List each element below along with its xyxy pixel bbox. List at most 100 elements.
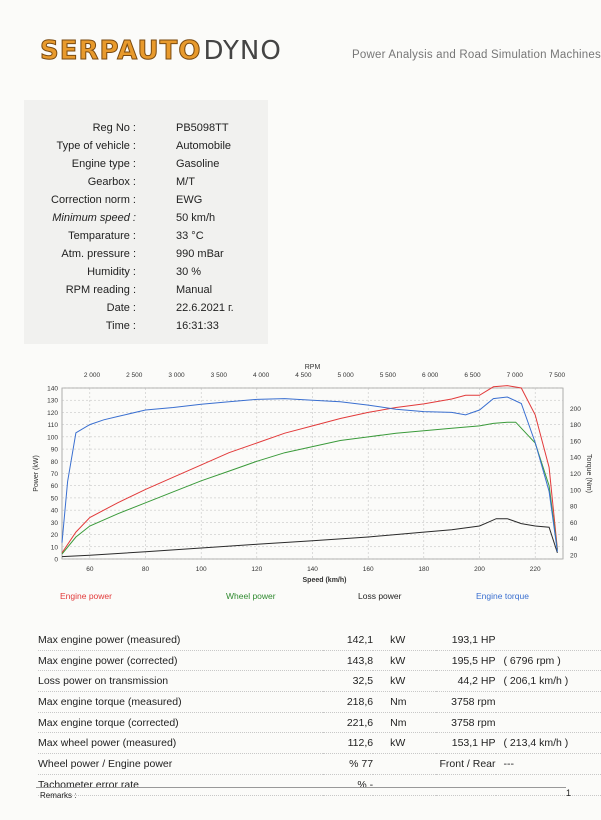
info-label: RPM reading : <box>65 284 136 296</box>
result-value: 142,1 <box>322 630 374 651</box>
series-loss-power-line <box>61 518 558 558</box>
info-label: Time : <box>105 320 136 332</box>
result-name: Loss power on transmission <box>38 670 323 693</box>
result-row: Max engine power (measured) 142,1 kW 193,1 … <box>38 630 601 651</box>
y-tick-left: 30 <box>51 520 59 527</box>
result-hp: 3758 rpm <box>435 712 496 734</box>
y-tick-left: 130 <box>47 398 58 405</box>
info-label: Humidity : <box>87 266 136 278</box>
info-value: 990 mBar <box>176 248 224 260</box>
result-name: Wheel power / Engine power <box>38 753 323 775</box>
result-unit: Nm <box>373 712 436 734</box>
info-row: Engine type : Gasoline <box>24 157 268 171</box>
y-tick-left: 40 <box>51 508 59 515</box>
page-number: 1 <box>566 788 572 798</box>
logo-brand: SERPAUTO <box>39 36 202 67</box>
result-value: 218,6 <box>322 691 374 713</box>
dyno-chart: 0 10 20 30 40 50 60 70 80 90 100 110 120 130 140 60 80 10… <box>33 364 592 584</box>
info-row: RPM reading : Manual <box>24 283 268 297</box>
result-name: Max engine power (corrected) <box>38 650 323 672</box>
info-label: Date : <box>106 302 136 314</box>
x-tick: 200 <box>474 566 485 573</box>
y-tick-right: 40 <box>570 536 578 543</box>
result-row: Max engine power (corrected) 143,8 kW 195,5… <box>38 650 601 672</box>
info-row: Atm. pressure : 990 mBar <box>24 247 268 261</box>
y-tick-right: 20 <box>570 552 578 559</box>
y-tick-right: 140 <box>570 455 581 462</box>
result-row: Max engine torque (measured) 218,6 Nm 3758 … <box>38 691 601 713</box>
results-table: Max engine power (measured) 142,1 kW 193,1 … <box>38 630 601 796</box>
y-tick-left: 90 <box>51 447 59 454</box>
result-value: % 77 <box>322 753 374 775</box>
rpm-tick: 3 000 <box>168 372 185 379</box>
info-label: Reg No : <box>92 122 136 134</box>
info-label: Atm. pressure : <box>61 248 136 260</box>
rpm-tick: 6 500 <box>464 372 481 379</box>
info-value: EWG <box>176 194 203 206</box>
info-label: Type of vehicle : <box>56 140 137 152</box>
rpm-tick: 7 500 <box>549 372 566 379</box>
info-value: Automobile <box>176 140 232 152</box>
result-row: Max engine torque (corrected) 221,6 Nm 3758… <box>38 712 601 734</box>
result-name: Max engine torque (measured) <box>38 691 323 713</box>
vehicle-info-panel: Reg No : PB5098TT Type of vehicle : Automob… <box>24 100 268 344</box>
y-tick-right: 120 <box>570 471 581 478</box>
result-unit: kW <box>373 650 436 672</box>
result-name: Max wheel power (measured) <box>38 732 323 755</box>
info-row: Humidity : 30 % <box>24 265 268 279</box>
y-tick-left: 110 <box>48 422 59 429</box>
info-row: Minimum speed : 50 km/h <box>24 211 268 225</box>
legend-loss-power: Loss power <box>358 591 402 601</box>
result-hp: 195,5 HP <box>435 650 496 672</box>
y-tick-left: 80 <box>51 459 59 466</box>
info-row: Correction norm : EWG <box>24 193 268 207</box>
result-unit: kW <box>373 630 436 651</box>
result-extra <box>495 774 601 796</box>
rpm-axis-title: RPM <box>305 364 321 371</box>
info-row: Gearbox : M/T <box>24 175 268 189</box>
info-label: Gearbox : <box>87 176 136 188</box>
series-engine-torque-line <box>61 396 558 552</box>
rpm-tick: 6 000 <box>422 372 439 379</box>
legend-engine-power: Engine power <box>60 591 112 601</box>
logo-dyno: DYNO <box>203 36 282 66</box>
y-tick-right: 80 <box>570 504 578 511</box>
y-tick-left: 50 <box>51 495 59 502</box>
result-unit: kW <box>373 670 436 693</box>
info-row: Reg No : PB5098TT <box>24 121 268 135</box>
info-row: Date : 22.6.2021 г. <box>24 301 268 315</box>
rpm-tick: 4 000 <box>253 372 270 379</box>
info-value: 22.6.2021 г. <box>176 302 234 314</box>
info-value: Gasoline <box>176 158 220 170</box>
info-value: M/T <box>176 176 195 188</box>
result-extra <box>495 691 601 713</box>
rpm-tick: 5 500 <box>380 372 397 379</box>
result-row: Max wheel power (measured) 112,6 kW 153,1 H… <box>38 732 601 755</box>
info-label: Minimum speed : <box>52 212 136 224</box>
rpm-tick: 4 500 <box>295 372 312 379</box>
info-label: Engine type : <box>71 158 136 170</box>
y-tick-left: 70 <box>51 471 59 478</box>
x-tick: 220 <box>530 566 541 573</box>
rpm-tick: 5 000 <box>337 372 354 379</box>
y-tick-right: 100 <box>570 487 581 494</box>
rpm-tick: 3 500 <box>211 372 228 379</box>
result-row: Tachometer error rate% - <box>38 774 601 796</box>
result-hp: 193,1 HP <box>435 630 496 651</box>
result-extra <box>495 712 601 734</box>
remarks-divider <box>36 787 566 788</box>
result-hp <box>435 774 496 796</box>
y-tick-right: 180 <box>570 422 581 429</box>
result-extra <box>495 630 601 651</box>
y-tick-left: 100 <box>47 434 58 441</box>
info-value: 30 % <box>176 266 202 278</box>
x-tick: 140 <box>307 566 318 573</box>
info-value: 50 km/h <box>176 212 216 224</box>
result-unit: Nm <box>373 691 436 713</box>
info-value: 16:31:33 <box>176 320 219 332</box>
y-tick-left: 60 <box>51 483 59 490</box>
result-extra: ( 206,1 km/h ) <box>495 670 601 693</box>
x-tick: 80 <box>142 566 150 573</box>
y-tick-right: 60 <box>570 520 578 527</box>
info-row: Time : 16:31:33 <box>24 319 268 333</box>
